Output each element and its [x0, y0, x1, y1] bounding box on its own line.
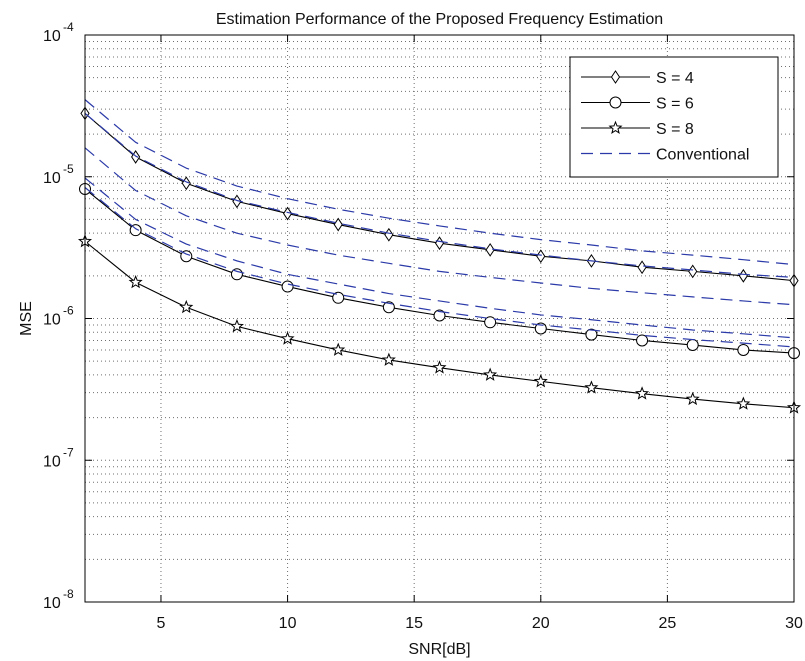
data-point [533, 374, 548, 388]
y-tick-label-base: 10 [43, 453, 61, 470]
series-layer [77, 99, 802, 414]
y-tick-label-exponent: -4 [63, 20, 74, 34]
data-point [179, 299, 194, 314]
y-tick-label-base: 10 [43, 595, 61, 612]
x-tick-label: 20 [532, 615, 550, 632]
data-point [129, 224, 142, 237]
y-tick-label: 10-6 [43, 304, 74, 329]
y-tick-label-exponent: -8 [63, 587, 74, 601]
x-tick-label: 10 [279, 615, 297, 632]
data-point [585, 328, 598, 341]
y-tick-label: 10-5 [43, 162, 74, 187]
legend-label: S = 4 [656, 70, 694, 87]
series-0 [80, 106, 799, 288]
series-line [84, 112, 795, 278]
data-point [637, 260, 647, 275]
legend-label: Conventional [656, 147, 749, 164]
y-tick-label-exponent: -6 [63, 304, 74, 318]
data-point [333, 217, 343, 232]
chart-title: Estimation Performance of the Proposed F… [216, 11, 663, 28]
data-point [534, 322, 547, 335]
data-point [281, 280, 294, 293]
x-tick-label: 30 [785, 615, 803, 632]
series-3 [84, 99, 795, 266]
legend-item: Conventional [581, 147, 749, 164]
series-4 [84, 112, 795, 278]
series-line [84, 99, 795, 266]
data-point [432, 360, 447, 374]
data-point [229, 319, 244, 333]
series-line [84, 177, 795, 339]
data-point [483, 367, 498, 381]
data-point [685, 391, 700, 406]
x-tick-label: 5 [157, 615, 166, 632]
data-point [280, 331, 295, 345]
legend-item: S = 4 [581, 70, 694, 87]
grid-layer [85, 35, 794, 602]
legend-label: S = 8 [656, 121, 694, 138]
data-point [180, 250, 193, 263]
y-tick-label-base: 10 [43, 28, 61, 45]
data-point [485, 242, 495, 257]
data-point [331, 342, 346, 356]
y-tick-label-exponent: -7 [63, 445, 74, 459]
y-tick-label: 10-7 [43, 445, 74, 470]
data-point [381, 352, 396, 366]
y-tick-label-base: 10 [43, 312, 61, 329]
series-line [84, 147, 795, 306]
legend-marker [608, 120, 623, 134]
series-5 [84, 147, 795, 306]
data-point [282, 206, 293, 221]
legend-marker [610, 70, 621, 84]
data-point [736, 396, 751, 410]
data-point [484, 316, 497, 329]
data-point [686, 339, 699, 352]
series-2 [77, 234, 802, 414]
x-tick-label: 25 [658, 615, 676, 632]
y-tick-label-exponent: -5 [63, 162, 74, 176]
data-point [584, 380, 599, 394]
legend-item: S = 8 [581, 120, 694, 138]
legend-label: S = 6 [656, 96, 694, 113]
y-tick-label: 10-4 [43, 20, 74, 45]
y-axis-label: MSE [18, 301, 35, 336]
x-axis-label: SNR[dB] [408, 641, 470, 658]
data-point [433, 309, 446, 322]
y-tick-label-base: 10 [43, 170, 61, 187]
data-point [636, 334, 649, 347]
series-line [84, 187, 795, 348]
legend: S = 4 S = 6 S = 8 Conventional [569, 56, 779, 178]
data-point [128, 274, 143, 289]
legend-item: S = 6 [581, 96, 694, 113]
data-point [737, 343, 750, 356]
data-point [382, 301, 395, 314]
legend-marker [609, 96, 622, 109]
data-point [332, 291, 345, 304]
x-tick-label: 15 [405, 615, 423, 632]
series-7 [84, 187, 795, 348]
y-tick-label: 10-8 [43, 587, 74, 612]
series-6 [84, 177, 795, 339]
data-point [635, 386, 650, 400]
